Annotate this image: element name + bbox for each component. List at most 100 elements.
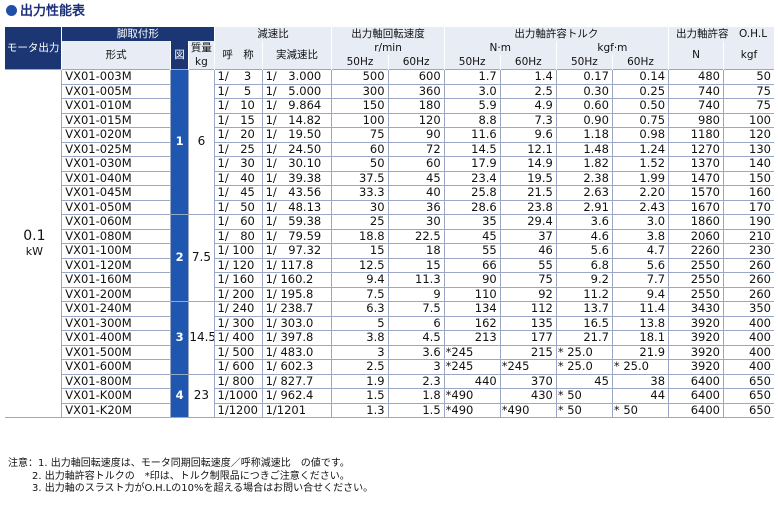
torque-nm-60hz-cell: 19.5 — [499, 171, 557, 186]
table-body: 0.1 kW VX01-003M 1 6 1/ 3 1/ 3.000 500 600 1.7 1.4… — [4, 69, 774, 418]
nominal-ratio-cell: 1/1000 — [213, 388, 263, 404]
torque-nm-60hz-cell: 2.5 — [499, 84, 557, 99]
ohl-kgf-cell: 50 — [722, 69, 774, 85]
actual-ratio-cell: 1/ 43.56 — [261, 185, 332, 201]
ohl-n-cell: 3430 — [668, 301, 724, 317]
nominal-ratio-cell: 1/ 100 — [213, 243, 263, 259]
torque-kgf-60hz-cell: 0.25 — [611, 84, 669, 99]
torque-kgf-50hz-cell: 0.60 — [555, 98, 613, 114]
table-row: VX01-240M 3 14.5 1/ 240 1/ 238.7 6.3 7.5 134 112… — [5, 301, 774, 375]
header-ohl-kgf: kgf — [722, 41, 774, 70]
model-cell: VX01-800M — [61, 374, 171, 389]
model-cell: VX01-600M — [61, 359, 171, 375]
torque-nm-60hz-cell: 135 — [499, 316, 557, 331]
torque-kgf-50hz-cell: * 25.0 — [555, 345, 613, 360]
torque-nm-50hz-cell: 35 — [443, 214, 501, 230]
header-motor: モータ出力 — [3, 27, 62, 70]
speed-60hz-cell: 9 — [387, 287, 445, 302]
ohl-kgf-cell: 130 — [722, 142, 774, 157]
ohl-n-cell: 480 — [668, 69, 724, 85]
nominal-ratio-cell: 1/ 600 — [213, 359, 263, 375]
torque-nm-50hz-cell: 66 — [443, 258, 501, 273]
speed-50hz-cell: 75 — [331, 127, 389, 143]
torque-nm-50hz-cell: 14.5 — [443, 142, 501, 157]
torque-kgf-60hz-cell: 2.43 — [611, 200, 669, 215]
torque-nm-60hz-cell: 14.9 — [499, 156, 557, 172]
ohl-kgf-cell: 400 — [722, 345, 774, 360]
model-cell: VX01-K00M — [61, 388, 171, 404]
mass-cell: 6 — [188, 69, 215, 215]
model-cell: VX01-500M — [61, 345, 171, 360]
ohl-n-cell: 1860 — [668, 214, 724, 230]
bullet-icon — [6, 5, 17, 16]
nominal-ratio-cell: 1/ 45 — [213, 185, 263, 201]
speed-50hz-cell: 150 — [331, 98, 389, 114]
table-row: VX01-005M 1/ 5 1/ 5.000 300 360 3.0 2.5 0.30 0.2… — [5, 84, 774, 99]
ohl-kgf-cell: 150 — [722, 171, 774, 186]
motor-output-value: 0.1 — [23, 227, 46, 244]
nominal-ratio-cell: 1/1200 — [213, 403, 263, 418]
header-mass: 質量 — [188, 41, 215, 55]
torque-kgf-60hz-cell: 4.7 — [611, 243, 669, 259]
table-row: VX01-040M 1/ 40 1/ 39.38 37.5 45 23.4 19.5 2.38… — [5, 171, 774, 186]
speed-60hz-cell: 4.5 — [387, 330, 445, 346]
actual-ratio-cell: 1/ 397.8 — [261, 330, 332, 346]
nominal-ratio-cell: 1/ 500 — [213, 345, 263, 360]
nominal-ratio-cell: 1/ 200 — [213, 287, 263, 302]
speed-50hz-cell: 300 — [331, 84, 389, 99]
model-cell: VX01-120M — [61, 258, 171, 273]
speed-60hz-cell: 60 — [387, 156, 445, 172]
torque-nm-60hz-cell: 23.8 — [499, 200, 557, 215]
actual-ratio-cell: 1/ 30.10 — [261, 156, 332, 172]
ohl-kgf-cell: 650 — [722, 388, 774, 404]
nominal-ratio-cell: 1/ 30 — [213, 156, 263, 172]
ohl-n-cell: 980 — [668, 113, 724, 128]
torque-nm-50hz-cell: *245 — [443, 359, 501, 375]
ohl-n-cell: 1670 — [668, 200, 724, 215]
mass-cell: 7.5 — [188, 214, 215, 302]
table-header: モータ出力 脚取付形 減速比 出力軸回転速度 出力軸許容トルク 出力軸許容 O.… — [3, 27, 774, 70]
ohl-kgf-cell: 160 — [722, 185, 774, 201]
table-row: VX01-025M 1/ 25 1/ 24.50 60 72 14.5 12.1 1.48 1.… — [5, 142, 774, 157]
speed-50hz-cell: 60 — [331, 142, 389, 157]
torque-kgf-50hz-cell: 1.82 — [555, 156, 613, 172]
ohl-kgf-cell: 75 — [722, 98, 774, 114]
mass-cell: 14.5 — [188, 301, 215, 375]
torque-kgf-50hz-cell: 2.91 — [555, 200, 613, 215]
torque-nm-50hz-cell: 110 — [443, 287, 501, 302]
torque-kgf-50hz-cell: 21.7 — [555, 330, 613, 346]
torque-nm-50hz-cell: 11.6 — [443, 127, 501, 143]
torque-kgf-60hz-cell: 1.99 — [611, 171, 669, 186]
ohl-kgf-cell: 650 — [722, 374, 774, 389]
torque-kgf-50hz-cell: 2.38 — [555, 171, 613, 186]
speed-50hz-cell: 500 — [331, 69, 389, 85]
speed-60hz-cell: 3 — [387, 359, 445, 375]
torque-nm-50hz-cell: 3.0 — [443, 84, 501, 99]
table-row: VX01-045M 1/ 45 1/ 43.56 33.3 40 25.8 21.5 2.63… — [5, 185, 774, 201]
ohl-n-cell: 740 — [668, 98, 724, 114]
model-cell: VX01-060M — [61, 214, 171, 230]
table-row: VX01-500M 1/ 500 1/ 483.0 3 3.6 *245 215 * 25.0… — [5, 345, 774, 360]
torque-nm-50hz-cell: 213 — [443, 330, 501, 346]
speed-50hz-cell: 1.5 — [331, 388, 389, 404]
torque-kgf-60hz-cell: 18.1 — [611, 330, 669, 346]
ohl-n-cell: 2260 — [668, 243, 724, 259]
torque-nm-60hz-cell: 1.4 — [499, 69, 557, 85]
actual-ratio-cell: 1/ 117.8 — [261, 258, 332, 273]
ohl-kgf-cell: 140 — [722, 156, 774, 172]
ohl-kgf-cell: 400 — [722, 359, 774, 375]
model-cell: VX01-300M — [61, 316, 171, 331]
speed-50hz-cell: 18.8 — [331, 229, 389, 244]
nominal-ratio-cell: 1/ 40 — [213, 171, 263, 186]
torque-kgf-50hz-cell: 3.6 — [555, 214, 613, 230]
model-cell: VX01-030M — [61, 156, 171, 172]
torque-kgf-60hz-cell: 2.20 — [611, 185, 669, 201]
torque-kgf-50hz-cell: * 50 — [555, 403, 613, 418]
nominal-ratio-cell: 1/ 80 — [213, 229, 263, 244]
ohl-n-cell: 6400 — [668, 403, 724, 418]
speed-60hz-cell: 2.3 — [387, 374, 445, 389]
actual-ratio-cell: 1/ 97.32 — [261, 243, 332, 259]
model-cell: VX01-045M — [61, 185, 171, 201]
nominal-ratio-cell: 1/ 10 — [213, 98, 263, 114]
table-row: VX01-100M 1/ 100 1/ 97.32 15 18 55 46 5.6 4.7 226… — [5, 243, 774, 259]
